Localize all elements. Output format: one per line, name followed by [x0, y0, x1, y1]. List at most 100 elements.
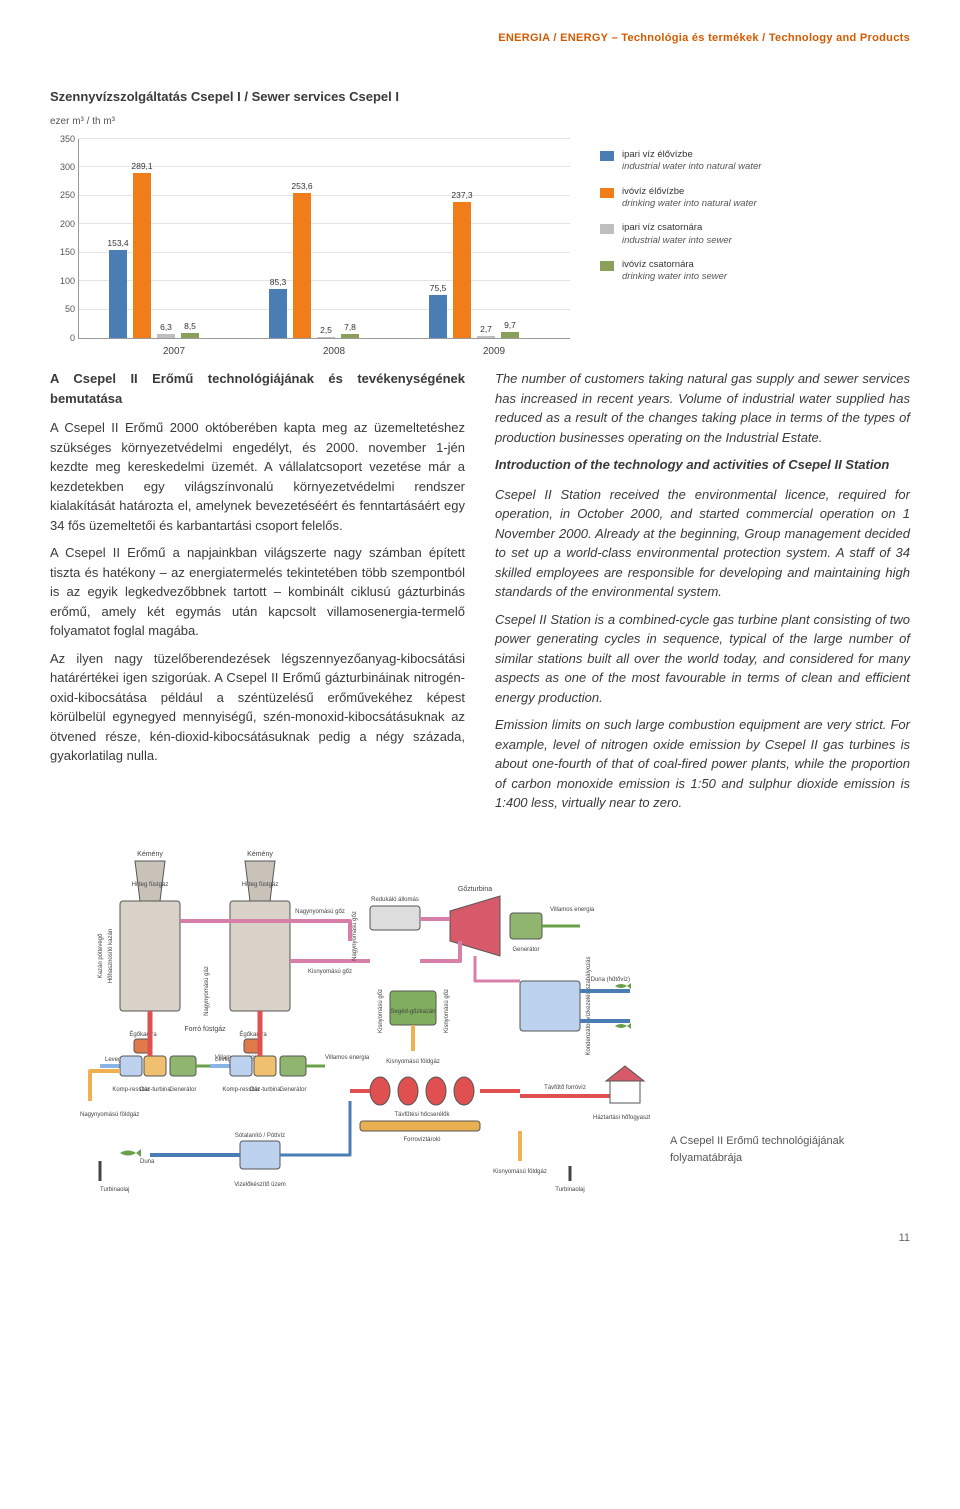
chart-block: 050100150200250300350153,4289,16,38,5200… — [50, 139, 910, 339]
svg-text:Kisnyomású földgáz: Kisnyomású földgáz — [386, 1059, 440, 1065]
svg-text:Villamos energia: Villamos energia — [550, 907, 595, 913]
bar: 75,5 — [429, 295, 447, 338]
bar-value-label: 7,8 — [344, 321, 356, 334]
svg-text:Távfűtési hőcserélők: Távfűtési hőcserélők — [394, 1112, 450, 1118]
bar-value-label: 2,5 — [320, 324, 332, 337]
left-para-2: A Csepel II Erőmű a napjainkban világsze… — [50, 543, 465, 641]
svg-text:Távfűtő forróvíz: Távfűtő forróvíz — [544, 1085, 586, 1091]
svg-text:Generátor: Generátor — [279, 1087, 306, 1093]
y-tick: 300 — [49, 161, 75, 175]
svg-text:Redukáló állomás: Redukáló állomás — [371, 897, 419, 903]
y-tick: 50 — [49, 303, 75, 317]
diagram-wrap: Kémény Kémény Hideg füstgáz Hideg füstgáz Hő… — [50, 841, 910, 1207]
svg-text:Gáz-turbina: Gáz-turbina — [139, 1087, 171, 1093]
legend-text: ivóvíz csatornáradrinking water into sew… — [622, 259, 727, 284]
svg-text:Hideg füstgáz: Hideg füstgáz — [242, 882, 279, 888]
svg-text:Gőzturbina: Gőzturbina — [458, 886, 492, 893]
bar: 85,3 — [269, 289, 287, 338]
right-para-0: The number of customers taking natural g… — [495, 369, 910, 447]
legend-swatch — [600, 224, 614, 234]
svg-text:Forró füstgáz: Forró füstgáz — [184, 1026, 226, 1033]
diagram-caption: A Csepel II Erőmű technológiájának folya… — [670, 841, 910, 1207]
svg-text:Kisnyomású földgáz: Kisnyomású földgáz — [493, 1169, 547, 1175]
bar-value-label: 85,3 — [270, 276, 287, 289]
bar: 2,5 — [317, 337, 335, 338]
svg-text:Villamos energia: Villamos energia — [325, 1055, 370, 1061]
svg-text:Gáz-turbina: Gáz-turbina — [249, 1087, 281, 1093]
bar: 153,4 — [109, 250, 127, 338]
svg-text:Turbinaolaj: Turbinaolaj — [100, 1187, 129, 1193]
svg-text:Hőhasznosító kazán: Hőhasznosító kazán — [108, 928, 114, 982]
legend-swatch — [600, 151, 614, 161]
left-para-3: Az ilyen nagy tüzelőberendezések légszen… — [50, 649, 465, 766]
svg-text:Kisnyomású gőz: Kisnyomású gőz — [378, 988, 384, 1032]
svg-text:Kisnyomású gőz: Kisnyomású gőz — [444, 988, 450, 1032]
bar: 237,3 — [453, 202, 471, 338]
bar: 6,3 — [157, 334, 175, 338]
y-tick: 250 — [49, 189, 75, 203]
right-para-3: Emission limits on such large combustion… — [495, 715, 910, 813]
bar-value-label: 2,7 — [480, 323, 492, 336]
bar: 289,1 — [133, 173, 151, 338]
right-column: The number of customers taking natural g… — [495, 369, 910, 821]
legend-item: ivóvíz élővízbedrinking water into natur… — [600, 186, 910, 211]
svg-text:Kondenzátor-vízkezelés-szabály: Kondenzátor-vízkezelés-szabályozás — [586, 956, 592, 1055]
right-para-1: Csepel II Station received the environme… — [495, 485, 910, 602]
x-label: 2009 — [429, 344, 559, 359]
y-tick: 0 — [49, 331, 75, 345]
process-diagram: Kémény Kémény Hideg füstgáz Hideg füstgáz Hő… — [50, 841, 650, 1207]
svg-text:Forrovíztároló: Forrovíztároló — [403, 1137, 441, 1143]
bar: 2,7 — [477, 336, 495, 338]
svg-text:Kémény: Kémény — [137, 851, 163, 858]
svg-text:Turbinaolaj: Turbinaolaj — [555, 1187, 584, 1193]
svg-text:Háztartási hőfogyasztás: Háztartási hőfogyasztás — [593, 1115, 650, 1121]
svg-text:Égőkamra: Égőkamra — [129, 1031, 157, 1038]
bar-chart: 050100150200250300350153,4289,16,38,5200… — [78, 139, 570, 339]
x-label: 2008 — [269, 344, 399, 359]
y-tick: 150 — [49, 246, 75, 260]
svg-text:Kémény: Kémény — [247, 851, 273, 858]
right-para-2: Csepel II Station is a combined-cycle ga… — [495, 610, 910, 708]
left-heading: A Csepel II Erőmű technológiájának és te… — [50, 369, 465, 408]
legend-swatch — [600, 188, 614, 198]
bar-value-label: 237,3 — [451, 189, 472, 202]
svg-text:Segéd-gőzkazán: Segéd-gőzkazán — [390, 1009, 435, 1015]
legend-text: ipari víz élővízbeindustrial water into … — [622, 149, 761, 174]
legend-item: ivóvíz csatornáradrinking water into sew… — [600, 259, 910, 284]
y-tick: 350 — [49, 132, 75, 146]
page-header: ENERGIA / ENERGY – Technológia és termék… — [50, 30, 910, 47]
svg-text:Nagynyomású gőz: Nagynyomású gőz — [352, 911, 358, 961]
svg-text:Duna (hűtővíz): Duna (hűtővíz) — [591, 977, 630, 983]
legend-item: ipari víz csatornáraindustrial water int… — [600, 222, 910, 247]
bar-value-label: 9,7 — [504, 319, 516, 332]
svg-text:Vizelőkészítő üzem: Vizelőkészítő üzem — [234, 1182, 286, 1188]
right-heading: Introduction of the technology and activ… — [495, 455, 910, 475]
bar-value-label: 6,3 — [160, 321, 172, 334]
bar: 8,5 — [181, 333, 199, 338]
left-para-1: A Csepel II Erőmű 2000 októberében kapta… — [50, 418, 465, 535]
svg-text:Generátor: Generátor — [169, 1087, 196, 1093]
bar: 9,7 — [501, 332, 519, 338]
left-column: A Csepel II Erőmű technológiájának és te… — [50, 369, 465, 821]
bar: 253,6 — [293, 193, 311, 338]
x-label: 2007 — [109, 344, 239, 359]
y-tick: 100 — [49, 274, 75, 288]
svg-text:Nagynyomású gáz: Nagynyomású gáz — [204, 966, 210, 1016]
svg-text:Hideg füstgáz: Hideg füstgáz — [132, 882, 169, 888]
bar-value-label: 8,5 — [184, 320, 196, 333]
chart-legend: ipari víz élővízbeindustrial water into … — [600, 139, 910, 339]
svg-text:Kisnyomású gőz: Kisnyomású gőz — [308, 969, 352, 975]
svg-text:Nagynyomású gőz: Nagynyomású gőz — [295, 909, 345, 915]
svg-text:Duna: Duna — [140, 1159, 155, 1165]
svg-text:Generátor: Generátor — [512, 947, 539, 953]
y-tick: 200 — [49, 218, 75, 232]
legend-text: ivóvíz élővízbedrinking water into natur… — [622, 186, 757, 211]
svg-text:Sótalanító / Póttvíz: Sótalanító / Póttvíz — [235, 1133, 285, 1139]
bar-value-label: 75,5 — [430, 282, 447, 295]
legend-text: ipari víz csatornáraindustrial water int… — [622, 222, 732, 247]
svg-text:Égőkamra: Égőkamra — [239, 1031, 267, 1038]
bar-value-label: 253,6 — [291, 180, 312, 193]
bar: 7,8 — [341, 334, 359, 338]
svg-text:Nagynyomású földgáz: Nagynyomású földgáz — [80, 1112, 139, 1118]
legend-item: ipari víz élővízbeindustrial water into … — [600, 149, 910, 174]
